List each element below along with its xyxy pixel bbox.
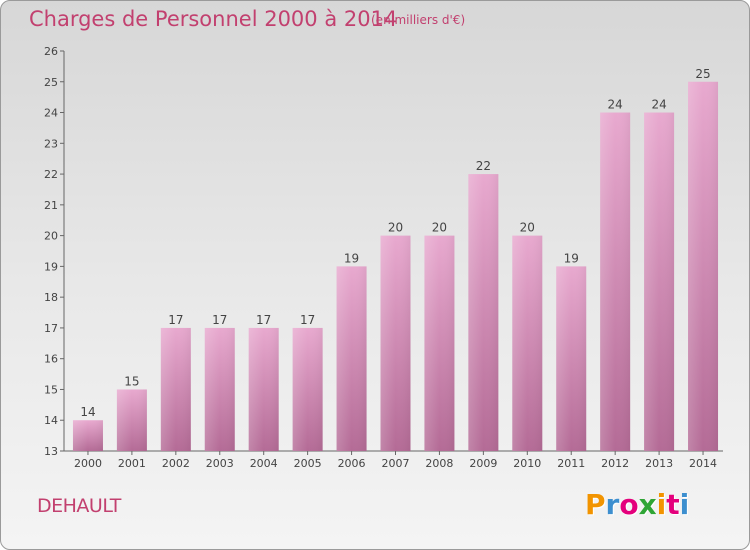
y-tick-label: 18 xyxy=(44,291,58,304)
y-tick-label: 16 xyxy=(44,353,58,366)
y-tick-label: 14 xyxy=(44,414,58,427)
data-label: 15 xyxy=(124,374,139,388)
bar-highlight xyxy=(600,112,631,452)
y-tick-label: 13 xyxy=(44,445,58,458)
bar-highlight xyxy=(336,266,367,451)
y-tick-label: 26 xyxy=(44,45,58,58)
proxiti-logo: Proxiti xyxy=(585,488,689,521)
data-label: 19 xyxy=(564,251,579,265)
x-tick-label: 2014 xyxy=(689,457,717,470)
x-tick-label: 2008 xyxy=(425,457,453,470)
x-tick-label: 2010 xyxy=(513,457,541,470)
x-tick-label: 2011 xyxy=(557,457,585,470)
y-tick-label: 15 xyxy=(44,383,58,396)
x-tick-label: 2000 xyxy=(74,457,102,470)
y-tick-label: 17 xyxy=(44,322,58,335)
logo-letter: x xyxy=(638,488,657,521)
bar-highlight xyxy=(116,389,147,451)
data-label: 19 xyxy=(344,251,359,265)
data-label: 17 xyxy=(168,313,183,327)
bar-highlight xyxy=(72,420,103,451)
bar-highlight xyxy=(468,174,499,452)
logo-letter: i xyxy=(656,488,667,521)
bar-highlight xyxy=(204,327,235,451)
bar-highlight xyxy=(248,327,279,451)
logo-letter: t xyxy=(666,488,680,521)
logo-letter: r xyxy=(605,488,620,521)
bar-highlight xyxy=(160,327,191,451)
data-label: 14 xyxy=(80,405,95,419)
y-tick-label: 23 xyxy=(44,137,58,150)
bar-highlight xyxy=(292,327,323,451)
chart-title: Charges de Personnel 2000 à 2014 xyxy=(29,7,398,31)
y-tick-label: 19 xyxy=(44,260,58,273)
chart-unit: (en milliers d'€) xyxy=(371,13,466,27)
data-label: 24 xyxy=(608,98,623,112)
x-tick-label: 2005 xyxy=(294,457,322,470)
x-tick-label: 2002 xyxy=(162,457,190,470)
x-tick-label: 2003 xyxy=(206,457,234,470)
bar-highlight xyxy=(644,112,675,452)
bar-highlight xyxy=(424,235,455,451)
data-label: 25 xyxy=(695,67,710,81)
x-tick-label: 2012 xyxy=(601,457,629,470)
x-tick-label: 2001 xyxy=(118,457,146,470)
y-tick-label: 22 xyxy=(44,168,58,181)
x-tick-label: 2013 xyxy=(645,457,673,470)
logo-letter: o xyxy=(619,488,639,521)
data-label: 17 xyxy=(212,313,227,327)
x-tick-label: 2009 xyxy=(469,457,497,470)
y-tick-label: 21 xyxy=(44,199,58,212)
data-label: 17 xyxy=(256,313,271,327)
x-tick-label: 2004 xyxy=(250,457,278,470)
data-label: 20 xyxy=(388,221,403,235)
data-label: 20 xyxy=(432,221,447,235)
data-label: 20 xyxy=(520,221,535,235)
y-tick-label: 20 xyxy=(44,230,58,243)
commune-name: DEHAULT xyxy=(37,495,121,517)
logo-letter: P xyxy=(585,488,606,521)
bar-highlight xyxy=(556,266,587,451)
x-tick-label: 2007 xyxy=(382,457,410,470)
bar-highlight xyxy=(380,235,411,451)
x-tick-label: 2006 xyxy=(338,457,366,470)
bar-highlight xyxy=(512,235,543,451)
data-label: 17 xyxy=(300,313,315,327)
y-tick-label: 24 xyxy=(44,107,58,120)
bar-highlight xyxy=(688,81,719,452)
y-tick-label: 25 xyxy=(44,76,58,89)
data-label: 24 xyxy=(651,98,666,112)
logo-letter: i xyxy=(679,488,690,521)
data-label: 22 xyxy=(476,159,491,173)
